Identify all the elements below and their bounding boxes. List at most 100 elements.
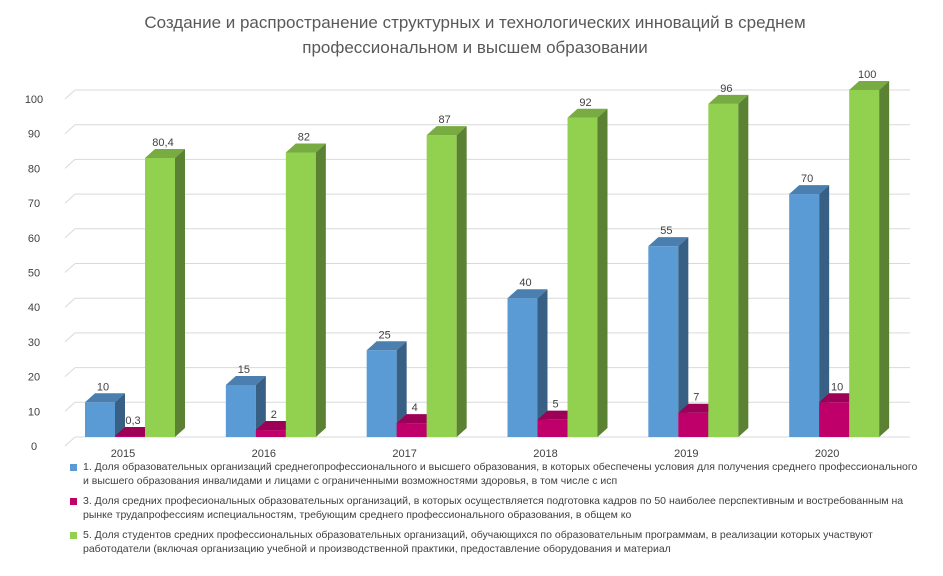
legend-item-series-1: 1. Доля образовательных организаций сред… xyxy=(70,460,920,488)
bar-front xyxy=(396,423,427,437)
bar-top xyxy=(426,126,467,136)
bar-front xyxy=(225,384,256,437)
legend-label-series-5: 5. Доля студентов средних профессиональн… xyxy=(83,529,873,555)
bar-top xyxy=(507,289,548,299)
data-label: 0,3 xyxy=(125,415,140,427)
bar-front xyxy=(537,419,568,437)
data-label: 2 xyxy=(271,409,277,421)
gridline-diag xyxy=(64,332,76,343)
data-label: 10 xyxy=(97,381,109,393)
bar-front xyxy=(678,412,709,437)
legend-swatch-series-3 xyxy=(70,498,77,505)
data-label: 7 xyxy=(693,392,699,404)
data-label: 82 xyxy=(298,131,310,143)
legend-swatch-series-5 xyxy=(70,532,77,539)
chart-plot: 0 10 20 30 40 50 60 70 80 90 100 2015 10 0,3 80,4 2016 1… xyxy=(25,69,910,460)
data-label: 4 xyxy=(412,402,418,414)
x-tick-label: 2016 xyxy=(252,448,276,460)
bar-front xyxy=(285,152,316,437)
bar-front xyxy=(426,135,457,438)
legend-item-series-5: 5. Доля студентов средних профессиональн… xyxy=(70,528,920,556)
bar-side xyxy=(315,143,326,437)
gridline-diag xyxy=(64,297,76,308)
data-label: 80,4 xyxy=(152,137,173,149)
bar-side xyxy=(678,237,689,437)
gridline-diag xyxy=(64,89,76,100)
data-label: 15 xyxy=(238,364,250,376)
chart-legend: 1. Доля образовательных организаций сред… xyxy=(70,460,920,562)
bar-top xyxy=(145,149,185,159)
bar-top xyxy=(849,81,890,90)
chart-title: Создание и распространение структурных и… xyxy=(144,13,806,57)
data-label: 10 xyxy=(831,381,843,393)
bar-side xyxy=(396,341,407,437)
bar-side xyxy=(255,375,266,437)
bar-side xyxy=(879,81,890,437)
bar-top xyxy=(648,237,689,247)
bar-front xyxy=(849,90,880,437)
y-tick-label: 30 xyxy=(28,337,40,349)
gridline-diag xyxy=(64,263,76,273)
bar-top xyxy=(366,341,407,351)
y-tick-label: 50 xyxy=(28,268,40,280)
y-tick-label: 0 xyxy=(31,441,37,453)
legend-label-series-3: 3. Доля средних професиональных образова… xyxy=(83,495,904,521)
bar-top xyxy=(85,393,125,403)
y-tick-label: 40 xyxy=(28,302,40,314)
bar-top xyxy=(708,94,749,104)
y-tick-label: 100 xyxy=(25,94,43,106)
data-label: 55 xyxy=(660,225,672,237)
x-tick-label: 2017 xyxy=(392,448,416,460)
data-label: 92 xyxy=(579,97,591,109)
y-tick-label: 20 xyxy=(28,372,40,384)
y-tick-label: 60 xyxy=(28,233,40,245)
data-label: 87 xyxy=(439,114,451,126)
legend-item-series-3: 3. Доля средних професиональных образова… xyxy=(70,494,920,522)
gridline-diag xyxy=(64,193,76,204)
y-tick-label: 10 xyxy=(28,406,40,418)
y-tick-label: 80 xyxy=(28,163,40,175)
gridline-diag xyxy=(64,401,76,412)
bar-front xyxy=(507,298,538,437)
data-label: 96 xyxy=(720,83,732,95)
bar-top xyxy=(285,143,326,153)
bar-top xyxy=(789,185,830,195)
y-tick-label: 90 xyxy=(28,129,40,141)
gridline-diag xyxy=(64,124,76,135)
bar-front xyxy=(115,435,145,437)
data-label: 5 xyxy=(552,399,558,411)
data-label: 40 xyxy=(519,277,531,289)
gridline-diag xyxy=(64,159,76,169)
bar-side xyxy=(115,393,125,437)
bar-top xyxy=(225,375,266,385)
gridline-diag xyxy=(64,436,76,447)
bar-front xyxy=(819,402,850,437)
legend-label-series-1: 1. Доля образовательных организаций сред… xyxy=(83,461,918,487)
bar-front xyxy=(255,430,286,437)
bar-front xyxy=(85,402,115,437)
data-label: 25 xyxy=(379,329,391,341)
x-tick-label: 2015 xyxy=(111,448,135,460)
x-tick-label: 2019 xyxy=(674,448,698,460)
bar-side xyxy=(738,94,749,437)
y-tick-label: 70 xyxy=(28,198,40,210)
bar-side xyxy=(537,289,548,437)
data-label: 70 xyxy=(801,173,813,185)
x-tick-label: 2020 xyxy=(815,448,839,460)
gridline-diag xyxy=(64,228,76,239)
bar-front xyxy=(145,158,175,437)
bar-side xyxy=(175,149,185,437)
bar-side xyxy=(819,185,830,437)
legend-swatch-series-1 xyxy=(70,464,77,471)
bar-front xyxy=(789,194,820,437)
bar-side xyxy=(597,108,608,437)
x-tick-label: 2018 xyxy=(533,448,557,460)
bar-front xyxy=(648,246,679,437)
data-label: 100 xyxy=(858,69,876,81)
bar-front xyxy=(366,350,397,437)
bar-front xyxy=(567,117,598,437)
bar-top xyxy=(567,108,608,118)
gridline-diag xyxy=(64,367,76,377)
bar-front xyxy=(708,103,739,437)
bar-side xyxy=(456,126,467,438)
